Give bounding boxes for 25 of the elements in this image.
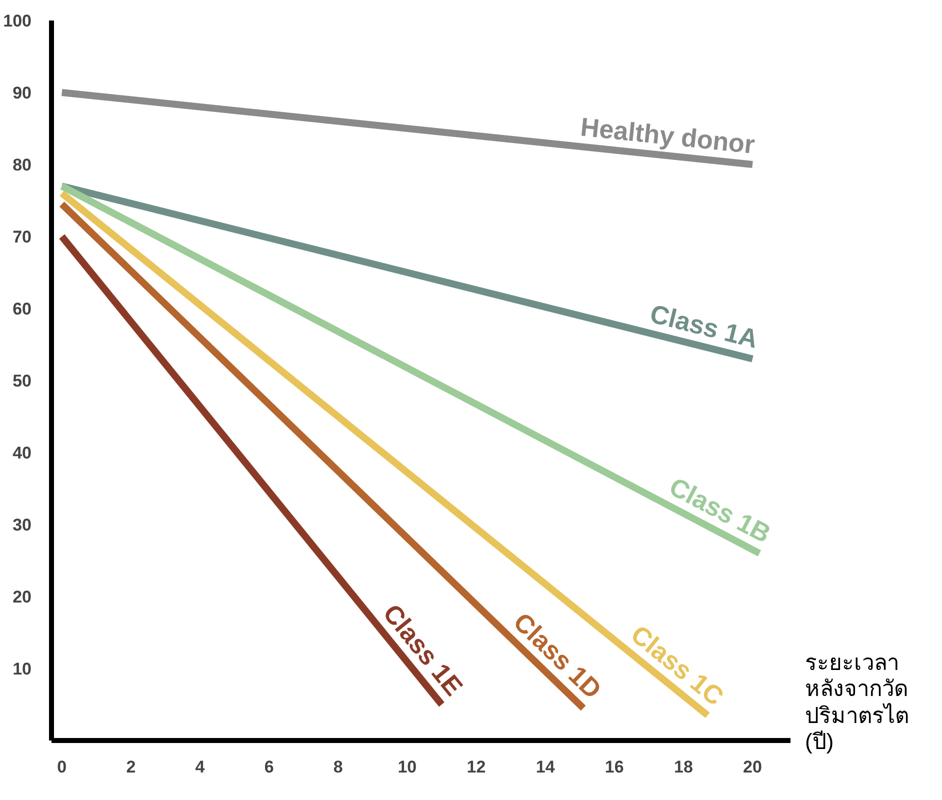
x-tick-label: 10 xyxy=(398,758,417,776)
text: Class 1A xyxy=(647,298,762,354)
x-tick-label: 16 xyxy=(604,758,624,776)
text: Healthy donor xyxy=(579,112,756,160)
x-tick-label: 20 xyxy=(743,758,762,776)
text: Class 1B xyxy=(664,471,776,549)
x-tick-label: 12 xyxy=(466,758,486,776)
y-tick-label: 100 xyxy=(3,12,32,30)
y-tick-label: 40 xyxy=(12,444,32,462)
y-tick-label: 90 xyxy=(12,84,32,102)
x-tick-label: 2 xyxy=(126,758,136,776)
y-tick-label: 20 xyxy=(12,588,32,606)
x-tick-label: 4 xyxy=(195,758,206,776)
x-tick-label: 14 xyxy=(536,758,556,776)
y-tick-label: 50 xyxy=(12,372,32,390)
y-tick-label: 30 xyxy=(12,516,32,534)
x-tick-label: 6 xyxy=(264,758,274,776)
y-tick-label: 60 xyxy=(12,300,32,318)
y-tick-label: 70 xyxy=(12,228,32,246)
x-tick-label: 8 xyxy=(333,758,343,776)
y-tick-label: 80 xyxy=(12,156,32,174)
x-axis-title: ระยะเวลา หลังจากวัด ปริมาตรไต (ปี) xyxy=(805,650,909,756)
x-tick-label: 18 xyxy=(674,758,693,776)
y-tick-label: 10 xyxy=(12,660,32,678)
x-tick-label: 0 xyxy=(57,758,67,776)
